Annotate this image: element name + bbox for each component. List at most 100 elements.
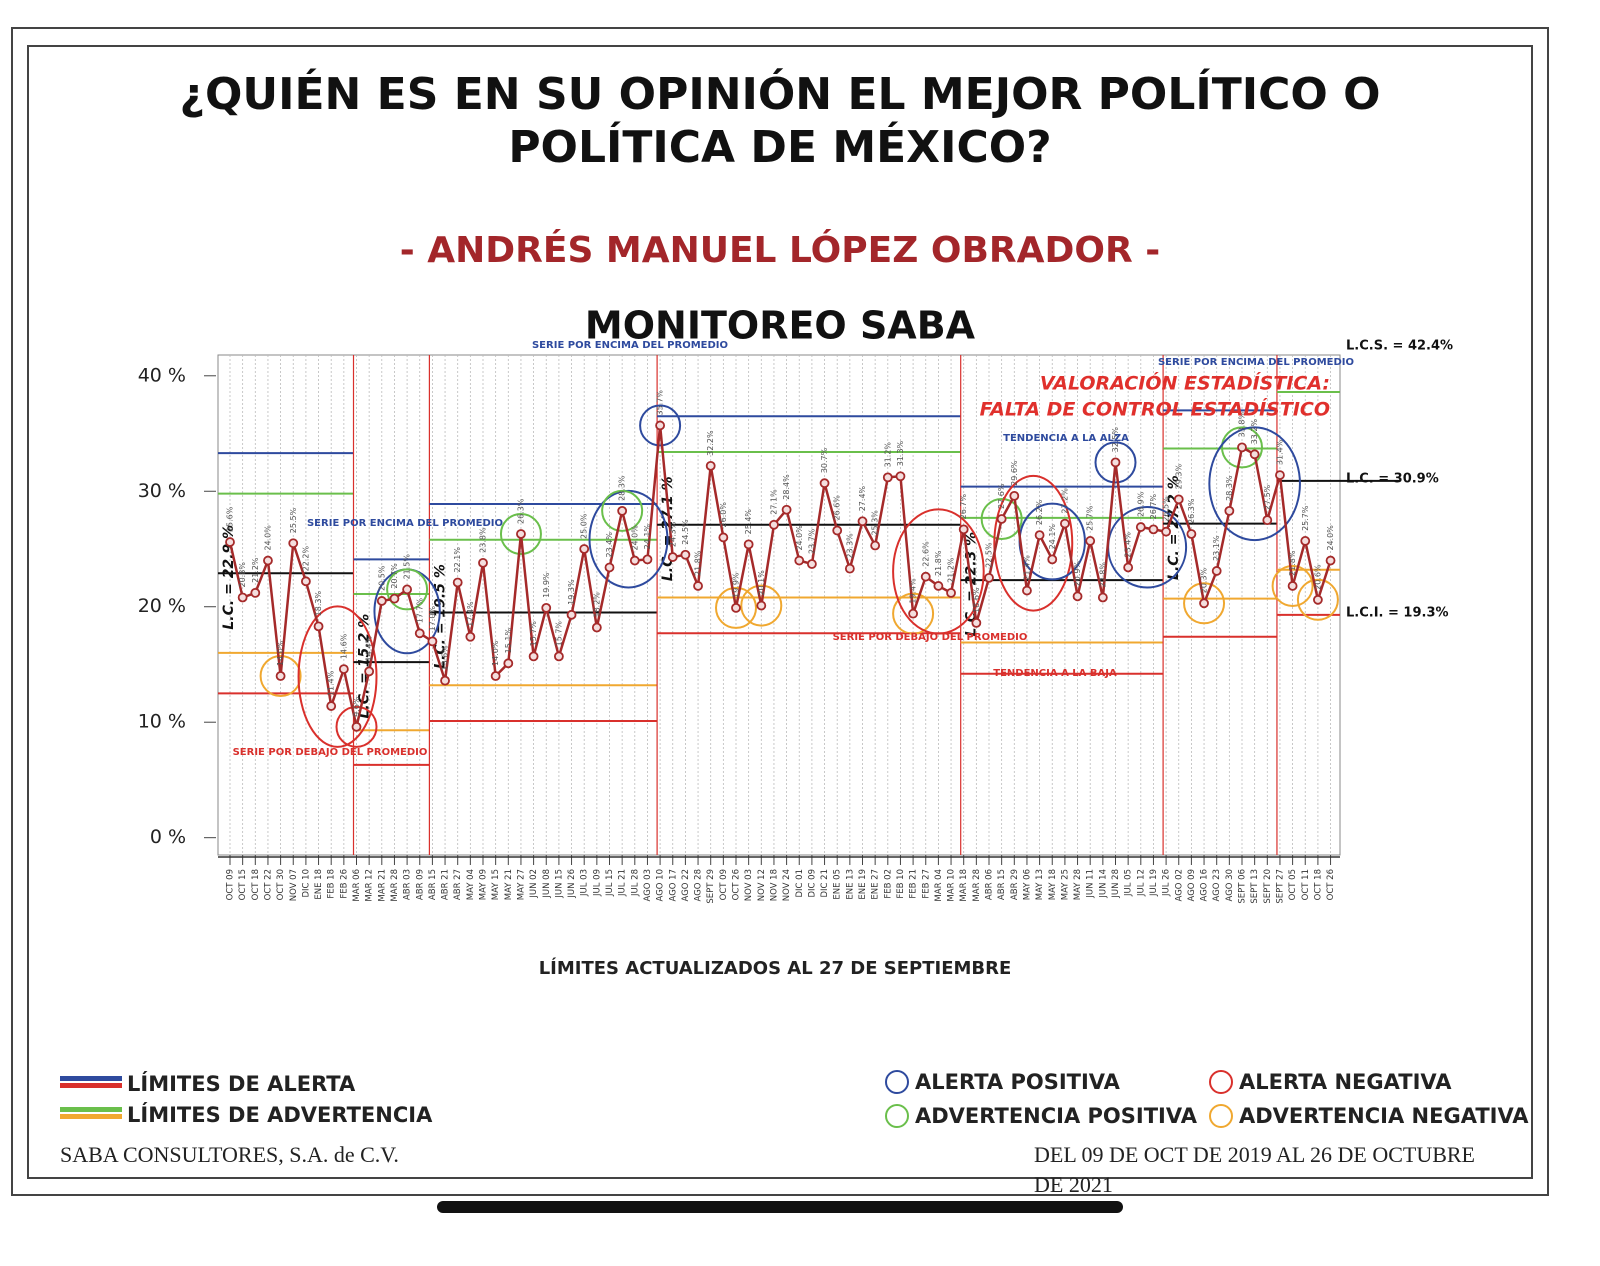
annotation: TENDENCIA A LA BAJA <box>993 668 1117 679</box>
x-tick-label: JUL 05 <box>1124 869 1134 897</box>
value-label: 9.6% <box>352 696 361 717</box>
y-tick-label: 0 % <box>150 826 186 848</box>
point <box>1148 524 1159 535</box>
highlight <box>1094 441 1137 484</box>
point <box>237 592 248 603</box>
legend-label: ADVERTENCIA POSITIVA <box>915 1104 1198 1128</box>
x-tick-label: ENE 05 <box>833 869 843 900</box>
x-tick-label: ABR 27 <box>453 869 463 900</box>
point <box>225 537 235 547</box>
value-label: 26.6% <box>833 495 842 521</box>
value-label: 20.9% <box>1073 561 1082 587</box>
x-tick-label: JUL 09 <box>592 869 602 897</box>
x-tick-label: JUN 02 <box>529 869 539 899</box>
value-label: 26.9% <box>1136 491 1145 517</box>
point <box>895 471 906 482</box>
home-indicator <box>437 1201 1123 1213</box>
annotation: SERIE POR DEBAJO DEL PROMEDIO <box>833 632 1028 643</box>
value-label: 29.3% <box>1174 464 1183 490</box>
point <box>528 651 539 662</box>
point <box>731 602 741 613</box>
value-label: 23.8% <box>479 527 488 553</box>
x-tick-label: MAR 06 <box>352 869 362 902</box>
point <box>250 587 261 598</box>
value-label: 31.2% <box>883 442 892 468</box>
x-tick-label: AGO 23 <box>1212 869 1222 901</box>
value-label: 22.1% <box>453 547 462 573</box>
legend-label: LÍMITES DE ALERTA <box>127 1071 356 1096</box>
highlight <box>740 584 783 627</box>
x-tick-label: JUN 11 <box>1086 869 1096 899</box>
x-tick-label: AGO 09 <box>1187 869 1197 901</box>
x-tick-label: NOV 24 <box>782 869 792 901</box>
point <box>313 621 324 632</box>
point <box>554 651 564 662</box>
point <box>1060 518 1070 529</box>
legend-swatch <box>60 1114 122 1119</box>
value-label: 26.0% <box>719 502 728 528</box>
x-tick-label: ABR 09 <box>415 869 425 900</box>
value-label: 21.4% <box>1022 555 1031 581</box>
value-label: 24.0% <box>1326 525 1335 551</box>
x-tick-label: FEB 21 <box>909 869 919 899</box>
value-label: 25.7% <box>1301 505 1310 531</box>
legend-label: ADVERTENCIA NEGATIVA <box>1239 1104 1529 1128</box>
x-tick-label: MAR 10 <box>947 869 957 902</box>
point <box>566 609 577 620</box>
x-tick-label: ABR 03 <box>403 869 413 900</box>
point <box>1287 581 1298 591</box>
highlight <box>1296 578 1339 621</box>
value-label: 24.0% <box>795 525 804 551</box>
x-tick-label: JUL 19 <box>1149 869 1159 897</box>
x-tick-label: NOV 12 <box>757 869 767 901</box>
x-tick-label: SEPT 13 <box>1250 869 1260 904</box>
legend-swatch <box>1209 1104 1233 1128</box>
highlight <box>1183 582 1226 625</box>
legend-swatch <box>60 1076 122 1081</box>
x-tick-label: MAY 28 <box>1073 869 1083 900</box>
x-tick-label: AGO 30 <box>1225 869 1235 901</box>
limit-label: L.C. = 30.9% <box>1346 471 1439 486</box>
x-tick-label: NOV 03 <box>744 869 754 901</box>
value-label: 18.3% <box>314 591 323 617</box>
point <box>1237 442 1247 453</box>
center-line-label: L.C. = 15.2 % <box>357 614 373 719</box>
legend-swatch <box>885 1070 909 1094</box>
point <box>1085 536 1096 546</box>
point <box>452 577 463 588</box>
value-label: 23.1% <box>1212 535 1221 561</box>
legend-label: LÍMITES DE ADVERTENCIA <box>127 1102 433 1127</box>
value-label: 25.4% <box>744 509 753 535</box>
x-tick-label: NOV 07 <box>289 869 299 901</box>
highlight <box>259 655 302 698</box>
point <box>1199 598 1209 609</box>
value-label: 25.5% <box>289 507 298 533</box>
point <box>402 584 413 595</box>
value-label: 17.0% <box>428 606 437 632</box>
outer-frame <box>11 27 1549 1196</box>
point <box>1110 457 1121 468</box>
legend-swatch <box>885 1104 909 1128</box>
point <box>857 516 868 527</box>
value-label: 14.0% <box>276 640 285 666</box>
point <box>958 524 969 535</box>
value-label: 27.6% <box>997 483 1006 509</box>
x-tick-label: OCT 09 <box>226 869 236 900</box>
value-label: 33.8% <box>1238 412 1247 438</box>
x-tick-label: MAY 06 <box>1022 869 1032 900</box>
value-label: 35.7% <box>656 390 665 416</box>
point <box>503 658 514 669</box>
note: LÍMITES ACTUALIZADOS AL 27 DE SEPTIEMBRE <box>539 957 1012 979</box>
x-tick-label: MAY 13 <box>1035 869 1045 900</box>
value-label: 14.6% <box>339 633 348 659</box>
point <box>756 600 767 611</box>
x-tick-label: DIC 01 <box>795 869 805 898</box>
value-label: 28.4% <box>782 474 791 500</box>
x-tick-label: AGO 02 <box>1174 869 1184 901</box>
point <box>1300 536 1311 546</box>
point <box>870 540 881 551</box>
annotation: FALTA DE CONTROL ESTADÍSTICO <box>980 398 1330 421</box>
value-label: 21.2% <box>947 557 956 583</box>
point <box>478 557 488 568</box>
highlight <box>993 474 1074 612</box>
